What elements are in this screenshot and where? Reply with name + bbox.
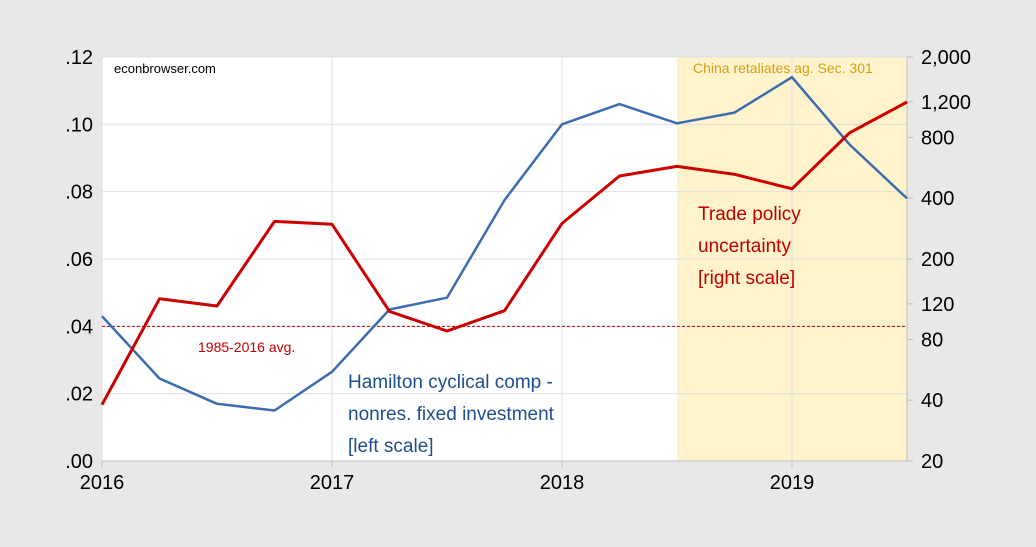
left-tick-label: .02: [65, 384, 93, 406]
left-tick-label: .08: [65, 182, 93, 204]
series-line-hamilton-cyclical: [101, 75, 908, 412]
right-tick-label: 400: [921, 188, 954, 210]
right-tick-label: 200: [921, 249, 954, 271]
right-tick-label: 20: [921, 451, 943, 473]
series-label-line: uncertainty: [698, 236, 791, 257]
x-tick-label: 2017: [310, 472, 355, 494]
series-label-line: [right scale]: [698, 268, 795, 289]
series-label-line: Trade policy: [698, 204, 801, 225]
right-tick-label: 2,000: [921, 47, 971, 69]
right-tick-label: 120: [921, 294, 954, 316]
series-labels: Hamilton cyclical comp - nonres. fixed in…: [348, 204, 801, 457]
x-axis-ticks: 2016 2017 2018 2019: [80, 461, 815, 494]
series-line-trade-policy-uncertainty: [100, 100, 908, 406]
right-tick-label: 40: [921, 390, 943, 412]
x-tick-label: 2019: [770, 472, 815, 494]
right-tick-label: 80: [921, 329, 943, 351]
right-axis-ticks: 20 40 80 120 200 400 800 1,200 2,000: [906, 47, 971, 473]
x-tick-label: 2018: [540, 472, 585, 494]
left-axis-ticks: .00 .02 .04 .06 .08 .10 .12: [65, 47, 93, 473]
series-label-line: [left scale]: [348, 436, 434, 457]
right-tick-label: 1,200: [921, 92, 971, 114]
watermark: econbrowser.com: [114, 61, 216, 76]
x-tick-label: 2016: [80, 472, 125, 494]
right-tick-label: 800: [921, 127, 954, 149]
series-lines: [100, 75, 908, 412]
left-tick-label: .04: [65, 316, 93, 338]
series-label-line: Hamilton cyclical comp -: [348, 372, 553, 393]
series-label-line: nonres. fixed investment: [348, 404, 555, 425]
reference-line-label: 1985-2016 avg.: [198, 339, 295, 355]
left-tick-label: .06: [65, 249, 93, 271]
shaded-region-label: China retaliates ag. Sec. 301: [693, 60, 873, 76]
left-tick-label: .10: [65, 114, 93, 136]
left-tick-label: .00: [65, 451, 93, 473]
left-tick-label: .12: [65, 47, 93, 69]
